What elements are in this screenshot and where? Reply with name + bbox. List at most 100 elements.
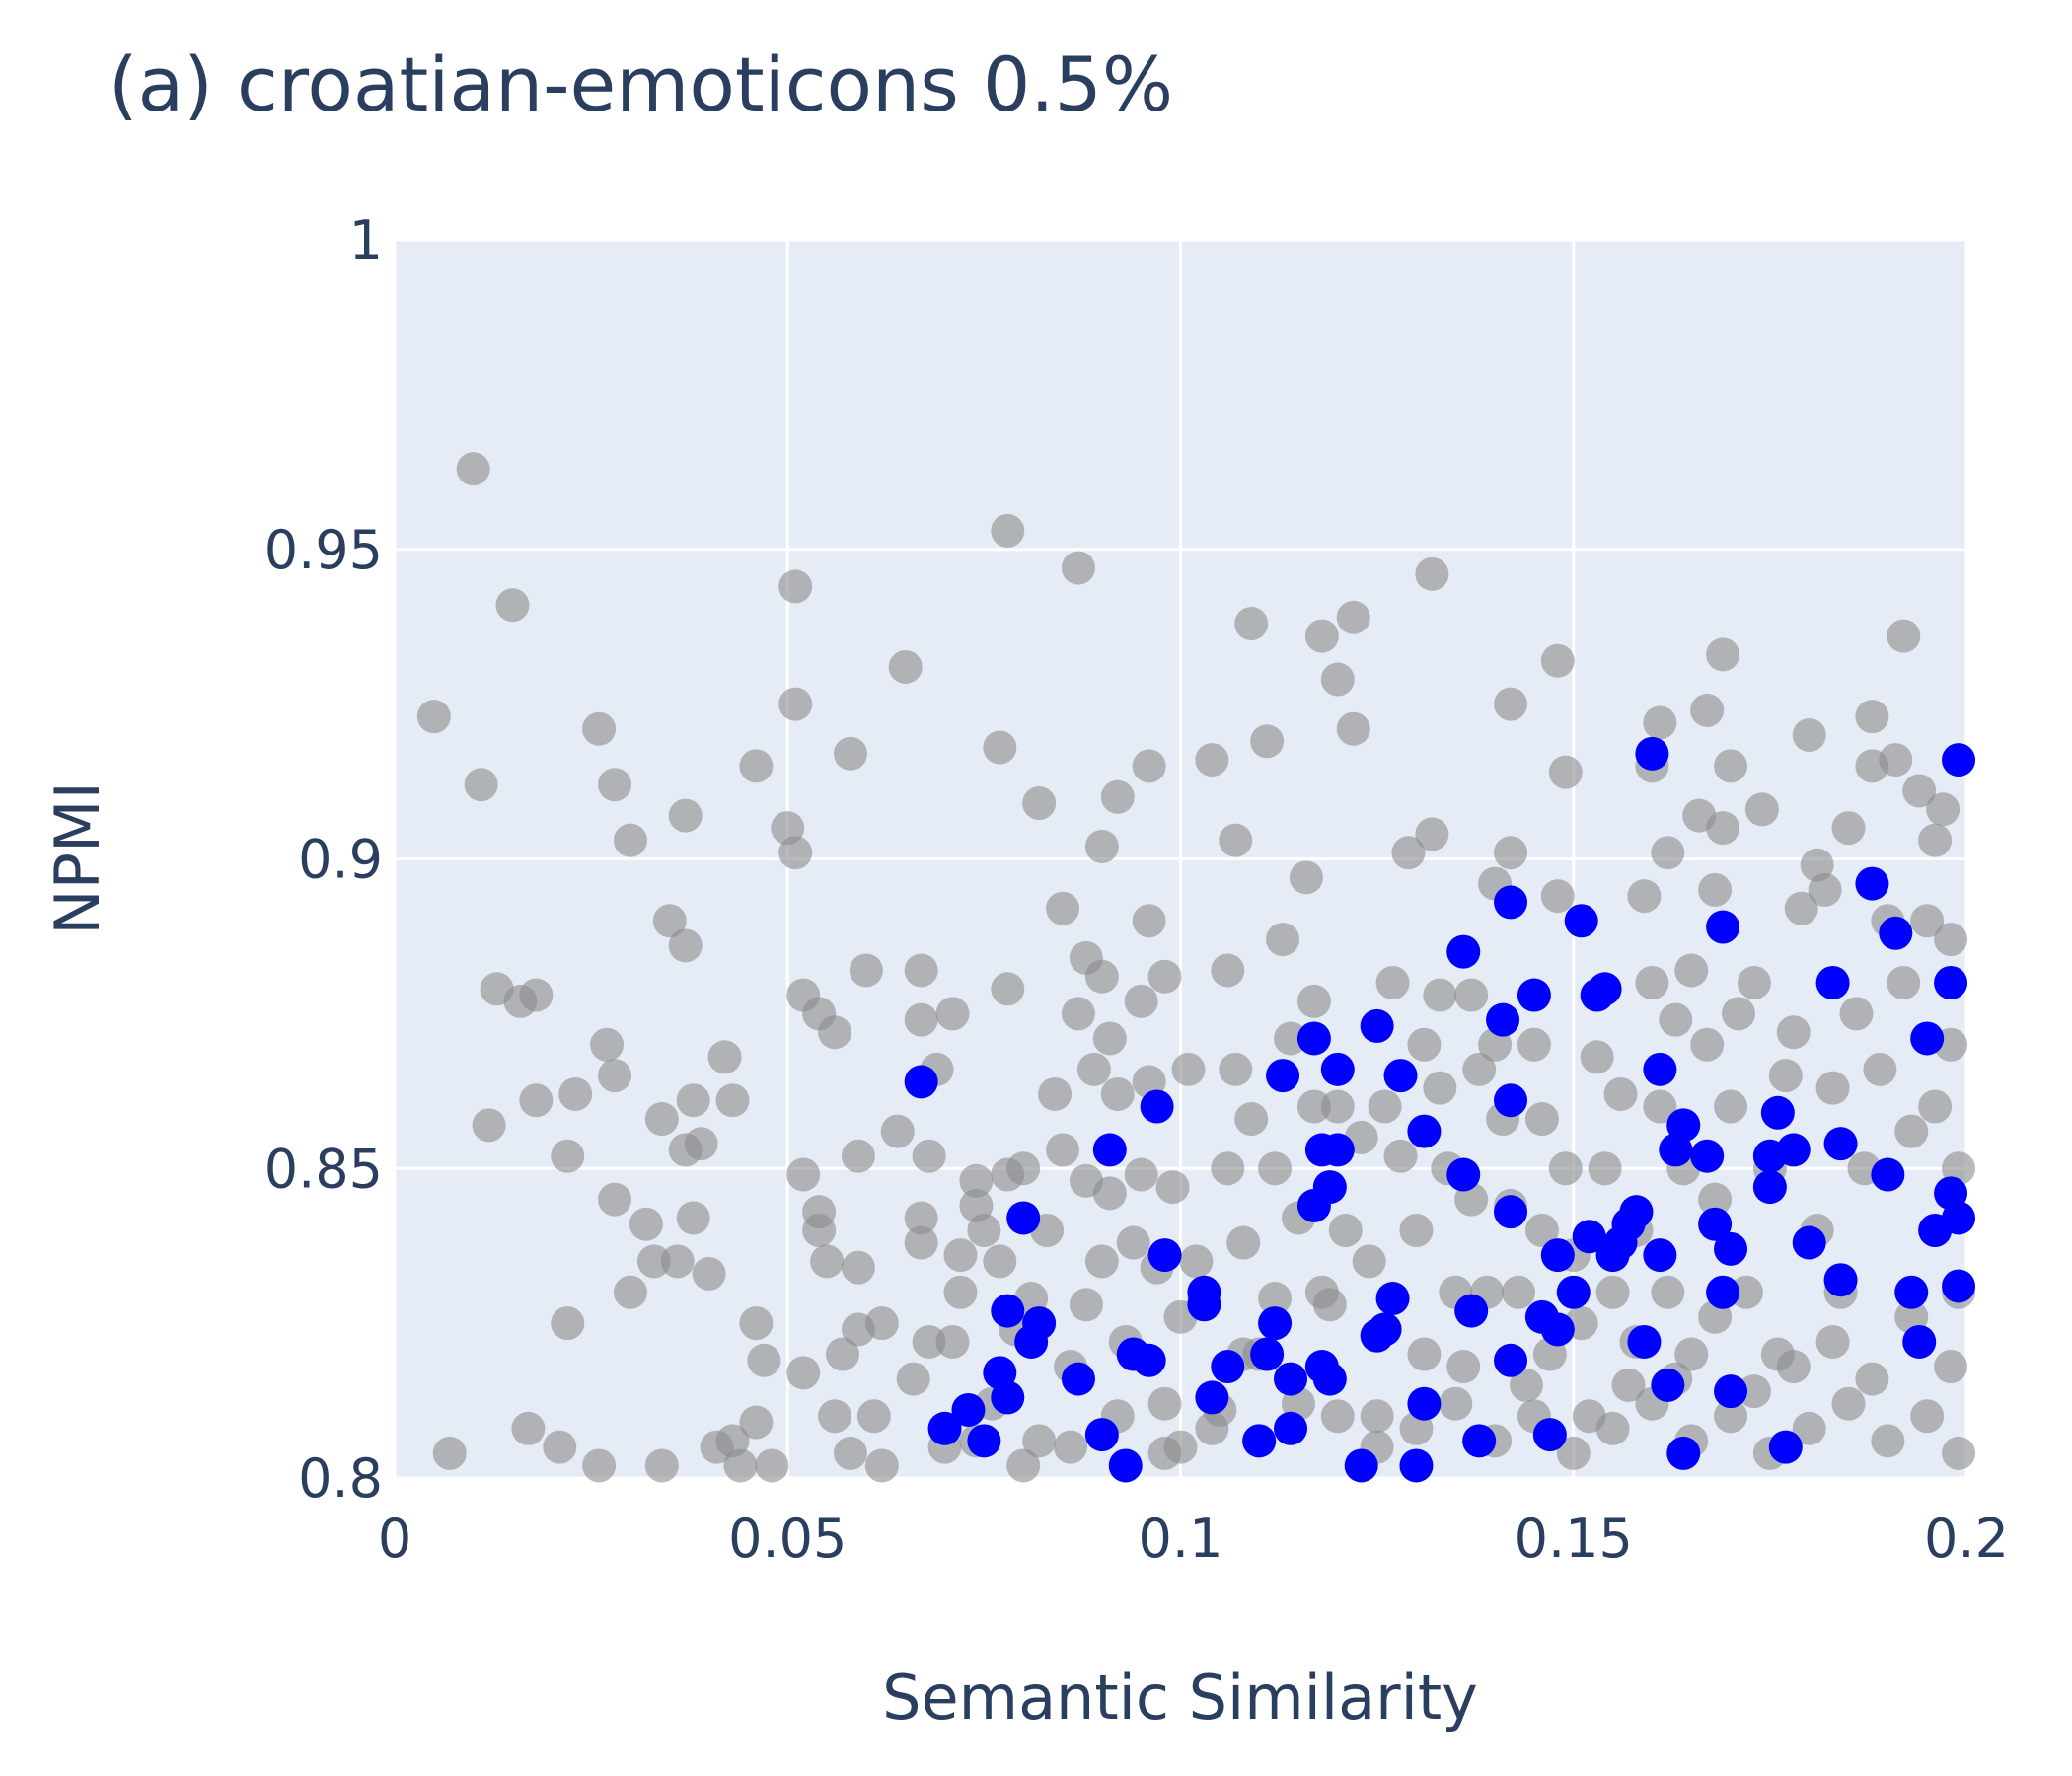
data-point [1651,836,1685,870]
data-point [1714,1089,1748,1124]
data-point [472,1108,506,1143]
data-point [1132,1343,1166,1377]
data-point [778,569,813,604]
data-point [747,1343,781,1377]
data-point [1116,1225,1150,1260]
data-point [1556,1275,1591,1309]
data-point [1234,607,1269,641]
data-point [1698,1207,1733,1241]
x-tick-label: 0.15 [1515,1508,1633,1570]
data-point [810,1244,845,1279]
data-point [543,1430,577,1464]
data-point [1006,1448,1041,1483]
data-point [1423,978,1457,1012]
data-point [1147,1386,1182,1421]
data-point [1407,1386,1442,1421]
data-point [1084,1244,1119,1279]
data-point [927,1411,962,1445]
data-point [991,1294,1025,1328]
data-point [1871,1424,1905,1458]
data-point [1879,916,1913,950]
data-point [1894,1114,1929,1148]
data-point [1540,1238,1575,1273]
data-point [1312,1362,1347,1396]
data-point [660,1244,695,1279]
data-point [1564,904,1598,938]
data-point [1910,1399,1945,1434]
y-tick-label: 1 [349,209,383,271]
data-point [1274,1021,1308,1056]
data-point [967,1424,1001,1458]
data-point [1391,836,1426,870]
data-point [1501,1275,1535,1309]
data-point [519,1083,554,1118]
data-point [1815,966,1850,999]
data-point [1744,792,1779,827]
data-point [1383,1059,1418,1093]
data-point [1524,1102,1559,1137]
x-axis-ticks: 0 0.05 0.1 0.15 0.2 [378,1508,2009,1570]
data-point [1258,1306,1293,1341]
data-point [849,953,883,988]
data-point [833,1436,867,1470]
data-point [432,1436,467,1470]
data-point [1076,1052,1111,1086]
data-point [739,749,774,783]
data-point [864,1306,899,1341]
data-point [1494,1083,1528,1118]
data-point [1776,1350,1811,1384]
data-point [1226,1225,1261,1260]
data-point [1407,1114,1442,1148]
data-point [983,1244,1017,1279]
data-point [1100,1076,1135,1111]
data-point [1320,1052,1355,1086]
data-point [1258,1151,1293,1186]
data-point [1548,755,1583,789]
data-point [1611,1368,1646,1402]
data-point [1942,1201,1976,1235]
data-point [1274,1362,1308,1396]
data-point [1643,1052,1677,1086]
data-point [935,997,970,1031]
data-point [1651,1368,1685,1402]
data-point [943,1238,978,1273]
data-point [1517,1027,1551,1062]
data-point [1296,1021,1331,1056]
data-point [1808,872,1842,907]
data-point [1706,910,1740,944]
data-point [1336,600,1370,634]
data-point [1360,1399,1394,1434]
data-point [598,1059,632,1093]
data-point [1934,966,1968,999]
data-point [613,823,647,857]
data-point [1627,879,1662,914]
data-point [1446,1157,1481,1192]
data-point [1540,643,1575,678]
data-point [1729,1275,1763,1309]
data-point [1659,1002,1693,1037]
data-point [1147,959,1182,994]
data-point [456,452,490,486]
data-point [1462,1424,1497,1458]
data-point [778,836,813,870]
data-point [904,1225,938,1260]
data-point [1320,662,1355,697]
data-point [1140,1089,1174,1124]
data-point [912,1139,946,1173]
data-point [495,588,530,623]
data-point [1674,953,1709,988]
data-point [1815,1324,1850,1359]
data-point [1643,1089,1677,1124]
x-tick-label: 0 [378,1508,411,1570]
data-point [1635,736,1669,771]
data-point [1462,1052,1497,1086]
data-point [1666,1108,1701,1143]
data-point [935,1324,970,1359]
y-axis-title: NPMI [41,781,113,935]
data-point [1415,556,1449,591]
data-point [1792,718,1826,752]
data-point [1494,1195,1528,1229]
data-point [1714,749,1748,783]
data-point [1737,966,1771,999]
data-point [1942,1269,1976,1303]
